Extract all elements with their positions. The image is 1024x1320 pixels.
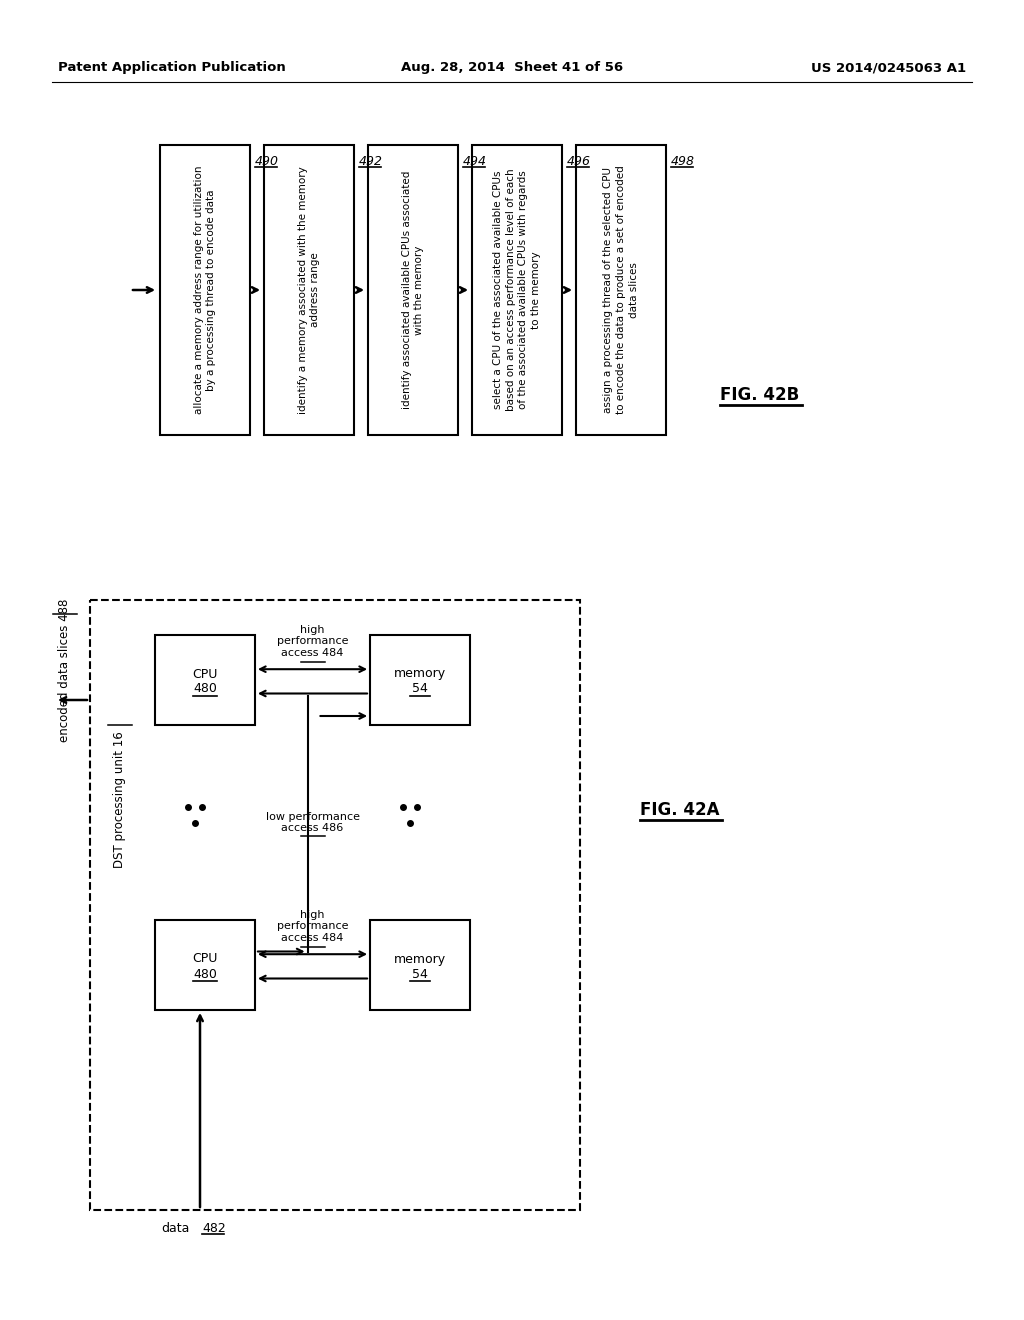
Bar — [155, 635, 255, 725]
Text: low performance
access 486: low performance access 486 — [265, 812, 359, 833]
Text: 480: 480 — [194, 968, 217, 981]
Text: identify associated available CPUs associated
with the memory: identify associated available CPUs assoc… — [401, 170, 424, 409]
Text: identify a memory associated with the memory
address range: identify a memory associated with the me… — [298, 166, 321, 414]
Text: 490: 490 — [255, 154, 279, 168]
Text: 482: 482 — [202, 1221, 225, 1234]
Text: memory: memory — [394, 668, 446, 681]
Text: high
performance
access 484: high performance access 484 — [276, 909, 348, 942]
Text: 492: 492 — [359, 154, 383, 168]
Text: data: data — [162, 1221, 190, 1234]
Text: FIG. 42B: FIG. 42B — [720, 385, 800, 404]
Bar — [472, 145, 562, 436]
Text: 54: 54 — [412, 968, 428, 981]
Text: 54: 54 — [412, 682, 428, 696]
Bar — [575, 145, 666, 436]
Text: 494: 494 — [463, 154, 487, 168]
Text: Patent Application Publication: Patent Application Publication — [58, 62, 286, 74]
Text: Aug. 28, 2014  Sheet 41 of 56: Aug. 28, 2014 Sheet 41 of 56 — [401, 62, 623, 74]
Text: allocate a memory address range for utilization
by a processing thread to encode: allocate a memory address range for util… — [194, 166, 216, 414]
Text: US 2014/0245063 A1: US 2014/0245063 A1 — [811, 62, 966, 74]
Bar — [160, 145, 250, 436]
Bar — [90, 601, 580, 1210]
Text: encoded data slices 488: encoded data slices 488 — [58, 598, 72, 742]
Text: CPU: CPU — [193, 953, 218, 965]
Text: 496: 496 — [567, 154, 591, 168]
Text: FIG. 42A: FIG. 42A — [640, 801, 720, 818]
Bar — [368, 145, 458, 436]
Text: high
performance
access 484: high performance access 484 — [276, 624, 348, 657]
Bar — [370, 635, 470, 725]
Bar — [370, 920, 470, 1010]
Text: 498: 498 — [671, 154, 695, 168]
Text: 480: 480 — [194, 682, 217, 696]
Bar — [264, 145, 354, 436]
Text: memory: memory — [394, 953, 446, 965]
Text: DST processing unit 16: DST processing unit 16 — [114, 731, 127, 869]
Text: select a CPU of the associated available CPUs
based on an access performance lev: select a CPU of the associated available… — [493, 169, 542, 412]
Text: assign a processing thread of the selected CPU
to encode the data to produce a s: assign a processing thread of the select… — [603, 165, 639, 414]
Text: CPU: CPU — [193, 668, 218, 681]
Bar — [155, 920, 255, 1010]
